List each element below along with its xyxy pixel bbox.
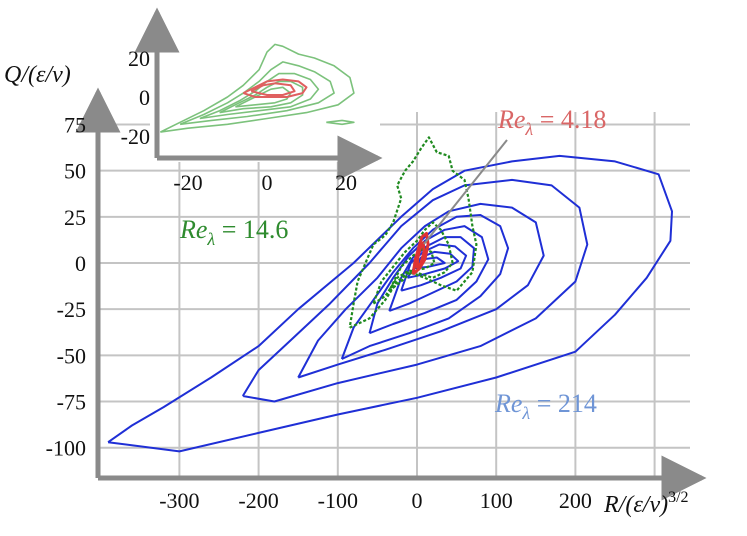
annotation-re-4-18: Reλ = 4.18 <box>497 105 606 139</box>
x-axis-title-main: R/(ε/ν) <box>603 492 668 518</box>
inset-y-tick-labels: 20 0 -20 <box>121 46 150 149</box>
main-x-tick-labels: -300 -200 -100 0 100 200 <box>159 488 592 513</box>
main-x-tick-label: 0 <box>412 488 423 513</box>
inset-x-tick-label: 0 <box>262 170 273 195</box>
main-y-tick-label: 25 <box>64 205 86 230</box>
main-y-tick-label: 50 <box>64 159 86 184</box>
main-x-tick-label: -300 <box>159 488 199 513</box>
main-x-tick-label: 200 <box>559 488 592 513</box>
contour-line-series-1-level-0 <box>242 78 308 98</box>
contour-line-series-0-level-1 <box>241 178 589 403</box>
contour-line-series-0-level-5 <box>326 119 355 126</box>
annotation-re-14-6-sub: λ <box>206 229 215 249</box>
contour-line-series-0-level-1 <box>179 61 335 126</box>
inset-y-tick-label: 0 <box>139 85 150 110</box>
main-y-tick-label: 0 <box>75 251 86 276</box>
main-plot: -300 -200 -100 0 100 200 7550250-25-50-75-100… <box>4 62 707 518</box>
annotation-re-14-6-main: Re <box>179 215 207 244</box>
contour-line-series-0-level-5 <box>388 236 475 312</box>
inset-x-tick-labels: -20 0 20 <box>173 170 357 195</box>
contour-line-series-1-level-1 <box>250 82 296 96</box>
inset-x-tick-label: 20 <box>335 170 357 195</box>
contour-line-series-1-level-1 <box>372 221 454 305</box>
contour-line-series-0-level-4 <box>235 86 292 108</box>
main-contours <box>107 136 673 453</box>
contour-line-series-0-level-2 <box>297 202 545 379</box>
inset-x-tick-label: -20 <box>173 170 202 195</box>
inset-plot: -20 0 20 20 0 -20 <box>121 7 383 195</box>
contour-line-series-0-level-3 <box>340 214 510 360</box>
main-y-tick-label: -100 <box>46 436 86 461</box>
x-axis-title-exp: 3/2 <box>668 489 688 506</box>
annotation-re-214: Reλ = 214 <box>494 389 597 423</box>
annotation-re-14-6-value: = 14.6 <box>215 215 288 244</box>
main-x-tick-label: -200 <box>238 488 278 513</box>
contour-line-series-1-level-0 <box>348 136 478 329</box>
annotation-re-214-value: = 214 <box>530 389 597 418</box>
main-y-tick-label: -25 <box>57 297 86 322</box>
annotation-re-214-sub: λ <box>521 403 530 423</box>
contour-line-series-2-level-1 <box>415 241 426 270</box>
main-y-tick-label: -50 <box>57 343 86 368</box>
main-x-tick-label: -100 <box>318 488 358 513</box>
annotation-re-214-main: Re <box>494 389 522 418</box>
inset-contours <box>159 43 355 133</box>
contour-line-series-0-level-4 <box>368 225 490 335</box>
y-axis-title: Q/(ε/ν) <box>4 62 71 88</box>
inset-y-tick-label: 20 <box>128 46 150 71</box>
annotation-re-4-18-value: = 4.18 <box>533 105 606 134</box>
main-y-tick-label: 75 <box>64 112 86 137</box>
contour-line-series-2-level-0 <box>411 231 430 276</box>
annotation-re-14-6: Reλ = 14.6 <box>179 215 288 249</box>
main-y-tick-label: -75 <box>57 390 86 415</box>
annotation-re-4-18-sub: λ <box>524 119 533 139</box>
contour-line-series-0-level-0 <box>159 43 355 133</box>
contour-line-series-0-level-2 <box>199 72 320 120</box>
main-x-tick-label: 100 <box>480 488 513 513</box>
x-axis-title: R/(ε/ν)3/2 <box>603 489 689 518</box>
main-y-tick-labels: 75 50 25 0 -25 -50 -75 -100 <box>46 112 86 460</box>
main-grid <box>98 112 690 478</box>
inset-y-tick-label: -20 <box>121 124 150 149</box>
re-4-18-leader-line <box>423 139 508 245</box>
annotation-re-4-18-main: Re <box>497 105 525 134</box>
contour-line-series-0-level-0 <box>107 154 673 453</box>
contour-line-series-1-level-2 <box>388 247 436 292</box>
